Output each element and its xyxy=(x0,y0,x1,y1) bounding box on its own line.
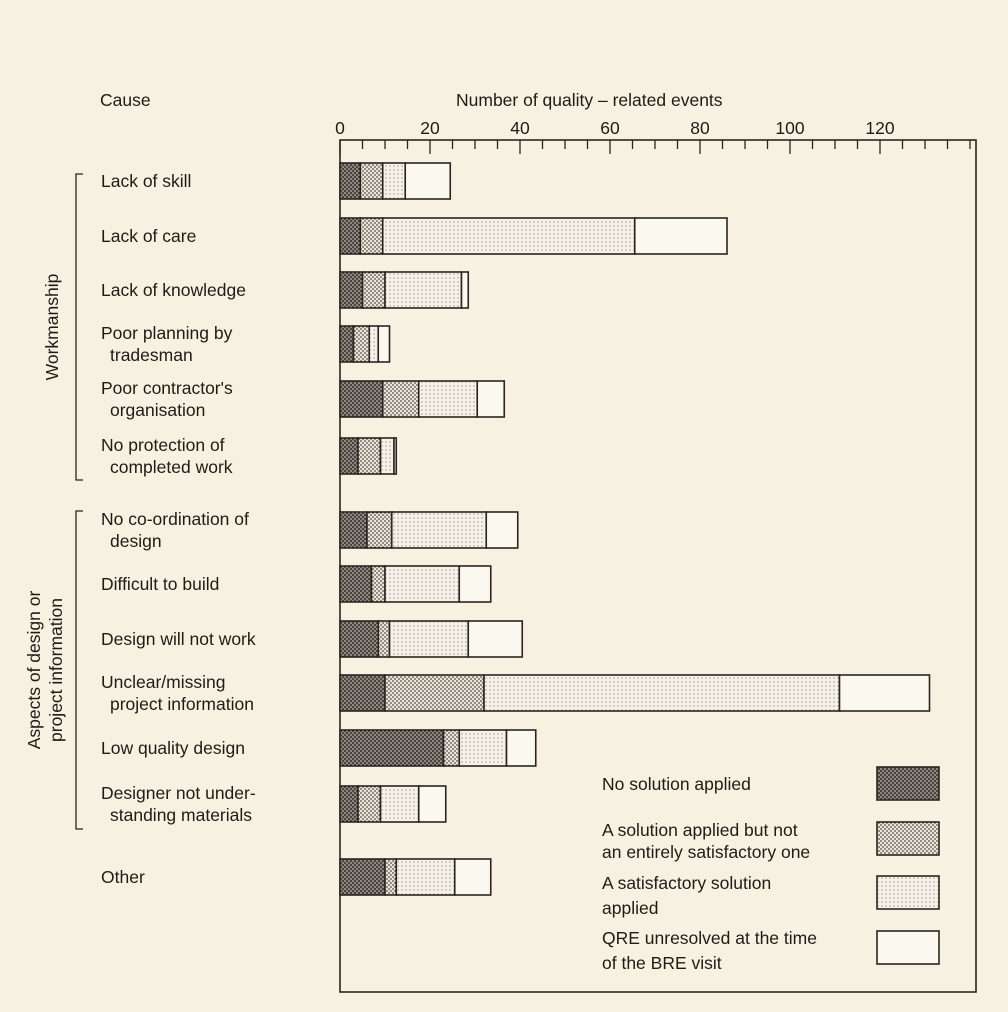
category-label: Lack of knowledge xyxy=(101,280,246,300)
bar-segment-light xyxy=(379,785,420,823)
group-bracket xyxy=(75,510,83,830)
bar-segment-white xyxy=(467,620,524,658)
x-tick-label: 0 xyxy=(335,118,345,138)
category-label: No co-ordination of xyxy=(101,509,249,529)
bar-segment-medium xyxy=(384,674,485,712)
bar-segment-white xyxy=(485,511,519,549)
category-label: project information xyxy=(110,694,254,714)
category-label: Unclear/missing xyxy=(101,672,225,692)
group-label: project information xyxy=(46,598,66,742)
bar-segment-dark xyxy=(339,674,386,712)
category-label: completed work xyxy=(110,457,233,477)
category-label: Poor contractor's xyxy=(101,378,233,398)
x-tick-label: 40 xyxy=(510,118,530,138)
bar-segment-dark xyxy=(339,162,362,200)
legend-swatch-white xyxy=(876,930,940,965)
bar-segment-dark xyxy=(339,380,384,418)
bar-segment-white xyxy=(417,785,447,823)
bar-segment-light xyxy=(384,565,461,603)
legend-swatch-light xyxy=(876,875,940,910)
bar-segment-light xyxy=(381,162,407,200)
category-label: Design will not work xyxy=(101,629,256,649)
x-tick-label: 60 xyxy=(600,118,620,138)
bar-segment-white xyxy=(505,729,537,767)
bar-segment-light xyxy=(390,511,488,549)
bar-segment-dark xyxy=(339,858,386,896)
legend-label: an entirely satisfactory one xyxy=(602,842,810,862)
bar-segment-light xyxy=(381,217,636,255)
bar-segment-medium xyxy=(357,437,382,475)
x-tick-label: 100 xyxy=(775,118,804,138)
bar-segment-medium xyxy=(370,565,386,603)
legend-label: of the BRE visit xyxy=(602,953,722,973)
bar-segment-white xyxy=(460,271,470,309)
bar-segment-medium xyxy=(381,380,420,418)
category-label: Poor planning by xyxy=(101,323,233,343)
bar-segment-white xyxy=(404,162,452,200)
category-label: standing materials xyxy=(110,805,252,825)
group-bracket xyxy=(75,173,83,481)
bar-segment-light xyxy=(483,674,841,712)
bar-segment-white xyxy=(453,858,492,896)
bar-segment-medium xyxy=(366,511,393,549)
category-label: Lack of skill xyxy=(101,171,191,191)
legend-label: A solution applied but not xyxy=(602,820,798,840)
legend-swatch-dark xyxy=(876,766,940,801)
bar-segment-dark xyxy=(339,729,445,767)
category-label: Designer not under- xyxy=(101,783,256,803)
bar-segment-medium xyxy=(352,325,371,363)
x-axis-title: Number of quality – related events xyxy=(456,90,723,110)
bar-segment-light xyxy=(384,271,463,309)
bar-segment-white xyxy=(633,217,728,255)
legend-swatch-medium xyxy=(876,821,940,856)
bar-segment-dark xyxy=(339,437,359,475)
bar-segment-dark xyxy=(339,785,359,823)
bar-segment-medium xyxy=(377,620,391,658)
bar-segment-dark xyxy=(339,620,380,658)
bar-segment-light xyxy=(417,380,479,418)
bar-segment-white xyxy=(838,674,931,712)
bar-segment-medium xyxy=(359,217,384,255)
bar-segment-white xyxy=(458,565,492,603)
bar-segment-dark xyxy=(339,325,355,363)
category-label: Lack of care xyxy=(101,226,196,246)
bar-segment-white xyxy=(476,380,506,418)
group-label: Aspects of design or xyxy=(24,591,44,750)
bar-segment-dark xyxy=(339,217,362,255)
category-label: No protection of xyxy=(101,435,225,455)
bar-segment-medium xyxy=(384,858,398,896)
x-tick-label: 20 xyxy=(420,118,440,138)
bar-segment-white xyxy=(393,437,398,475)
bar-segment-medium xyxy=(359,162,384,200)
bar-segment-dark xyxy=(339,271,364,309)
bar-segment-light xyxy=(458,729,508,767)
category-label: tradesman xyxy=(110,345,193,365)
bar-segment-medium xyxy=(442,729,461,767)
bar-segment-white xyxy=(377,325,391,363)
bar-segment-light xyxy=(379,437,395,475)
bar-segment-medium xyxy=(361,271,386,309)
bar-segment-light xyxy=(395,858,456,896)
group-label: Workmanship xyxy=(42,274,62,381)
bar-segment-dark xyxy=(339,565,373,603)
legend-label: A satisfactory solution xyxy=(602,873,771,893)
bar-segment-light xyxy=(388,620,470,658)
legend-label: No solution applied xyxy=(602,774,751,794)
category-label: design xyxy=(110,531,162,551)
bar-segment-dark xyxy=(339,511,368,549)
legend-label: QRE unresolved at the time xyxy=(602,928,817,948)
category-label: Low quality design xyxy=(101,738,245,758)
x-tick-label: 120 xyxy=(865,118,894,138)
bar-segment-light xyxy=(368,325,380,363)
cause-header: Cause xyxy=(100,90,151,110)
bar-segment-medium xyxy=(357,785,382,823)
category-label: Other xyxy=(101,867,145,887)
x-tick-label: 80 xyxy=(690,118,710,138)
category-label: Difficult to build xyxy=(101,574,219,594)
category-label: organisation xyxy=(110,400,205,420)
legend-label: applied xyxy=(602,898,658,918)
